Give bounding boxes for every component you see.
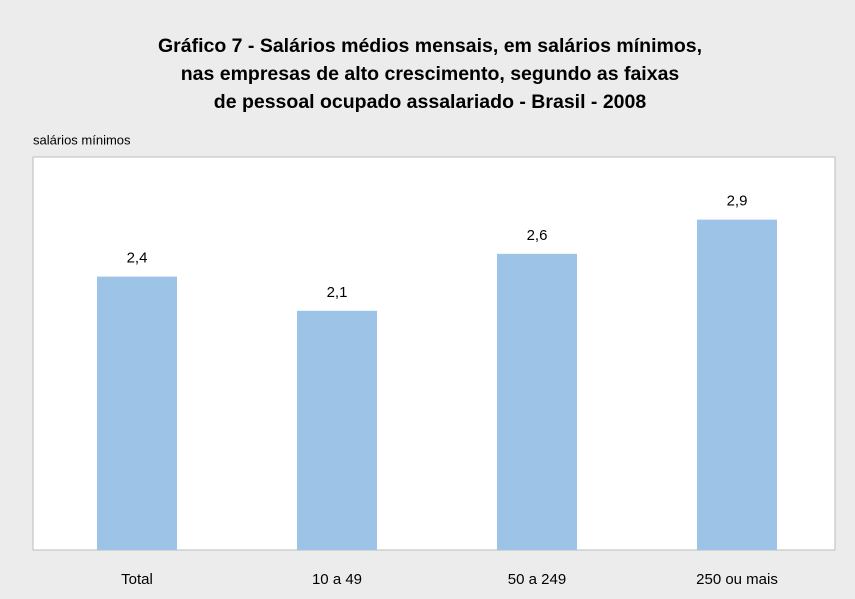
bar [497, 253, 577, 550]
bar [697, 219, 777, 551]
bar [97, 276, 177, 550]
chart-title: de pessoal ocupado assalariado - Brasil … [214, 91, 647, 113]
data-label: 2,6 [527, 227, 548, 244]
data-label: 2,1 [327, 284, 348, 301]
data-label: 2,9 [727, 193, 748, 210]
data-label: 2,4 [127, 250, 148, 267]
y-axis-label: salários mínimos [33, 132, 131, 147]
x-tick-label: Total [121, 571, 153, 588]
x-tick-label: 250 ou mais [696, 571, 778, 588]
chart-title: Gráfico 7 - Salários médios mensais, em … [158, 35, 702, 57]
bar [297, 310, 377, 550]
x-tick-label: 10 a 49 [312, 571, 362, 588]
x-tick-label: 50 a 249 [508, 571, 566, 588]
chart-title: nas empresas de alto crescimento, segund… [181, 63, 680, 85]
